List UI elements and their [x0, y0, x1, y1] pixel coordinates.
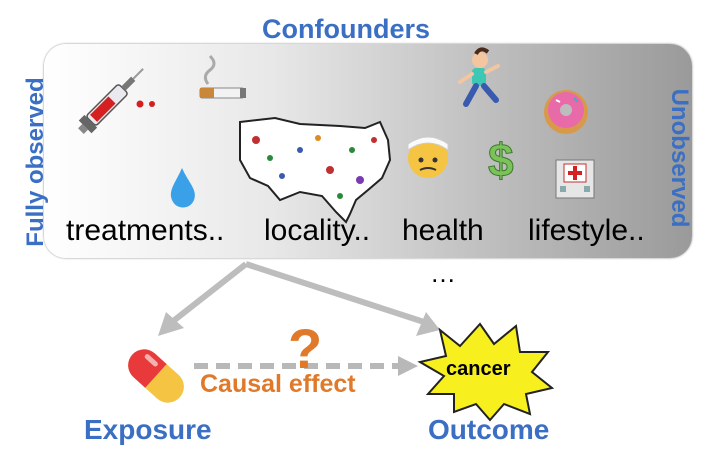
exposure-label: Exposure	[84, 414, 212, 445]
outcome-label: Outcome	[428, 414, 550, 445]
blood-drop-icon	[136, 100, 144, 108]
confounder-to-exposure-arrow	[158, 261, 248, 336]
confounders-title: Confounders	[262, 14, 430, 44]
causal-effect-label: Causal effect	[200, 370, 356, 398]
category-health: health	[402, 214, 484, 247]
hospital-icon	[555, 159, 595, 199]
ellipsis-text: …	[430, 258, 456, 288]
pill-icon	[128, 349, 184, 403]
syringe-icon	[78, 68, 144, 134]
bandaged-face-icon	[407, 136, 449, 178]
usa-map-icon	[239, 116, 392, 224]
donut-icon	[544, 90, 588, 134]
category-lifestyle: lifestyle..	[528, 214, 645, 247]
confounder-to-outcome-arrow	[245, 261, 440, 336]
cancer-label: cancer	[446, 358, 511, 380]
category-locality: locality..	[264, 214, 371, 247]
causal-effect-arrow	[194, 356, 418, 376]
dollar-icon: $	[488, 134, 514, 186]
cigarette-icon	[199, 54, 246, 99]
outcome-burst-shape	[417, 322, 555, 422]
category-treatments: treatments..	[66, 214, 225, 247]
water-drop-icon	[170, 168, 195, 208]
runner-icon	[458, 47, 500, 107]
question-mark: ?	[288, 317, 323, 380]
